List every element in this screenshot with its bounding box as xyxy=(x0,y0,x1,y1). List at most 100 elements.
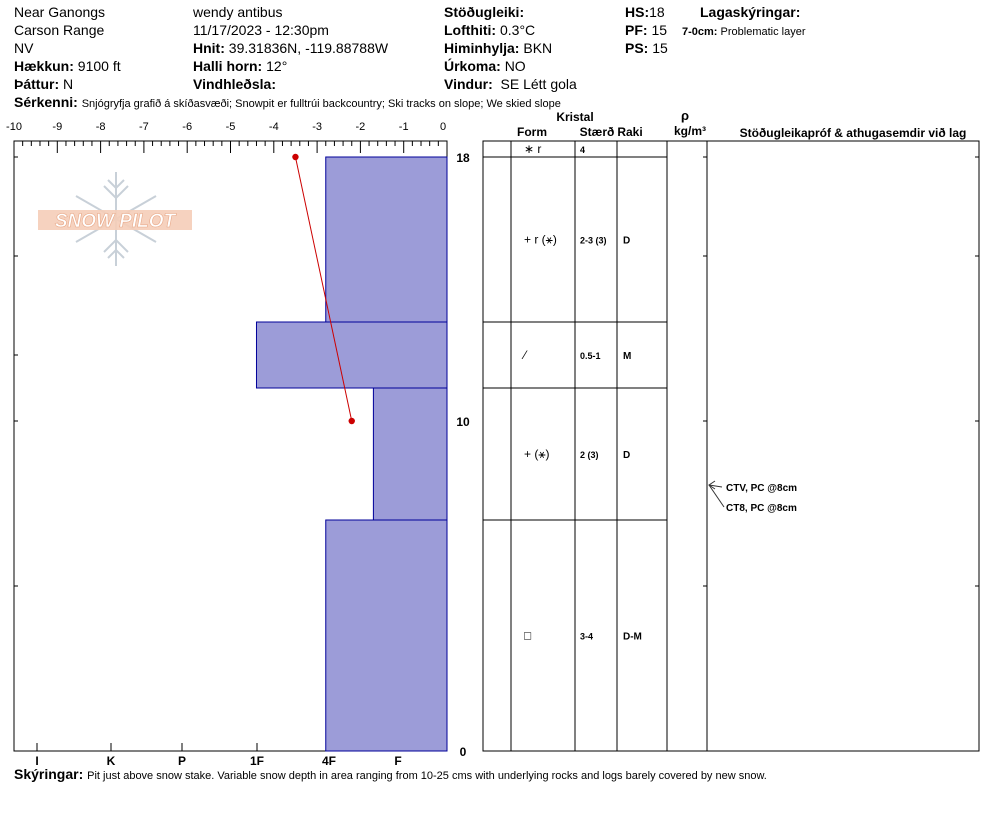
slope-row: Halli horn: 12° xyxy=(193,57,287,75)
comments-value: Pit just above snow stake. Variable snow… xyxy=(87,770,767,782)
logo-banner xyxy=(38,210,192,230)
hardness-tick-label: P xyxy=(178,754,186,768)
range-name: Carson Range xyxy=(14,22,105,38)
features-label: Sérkenni: xyxy=(14,94,78,110)
crystal-form: + (⚹) xyxy=(524,447,550,461)
depth-tick-label: 18 xyxy=(456,151,470,165)
layer-note-range: 7-0cm: xyxy=(682,26,718,38)
layer-table: Kristal Form Stærð Raki ρ kg/m³ Stöðugle… xyxy=(482,108,980,752)
hardness-tick-label: 4F xyxy=(322,754,336,768)
wind-loading-label: Vindhleðsla: xyxy=(193,76,276,92)
aspect-code: NV xyxy=(14,40,34,56)
table-rows: ∗ r 4 + r (⚹) 2-3 (3) D ⁄ 0.5-1 M + (⚹) 2 (3) D □ 3-… xyxy=(483,142,667,752)
hardness-layer-bar xyxy=(255,321,448,389)
ps-value: 15 xyxy=(652,40,668,56)
table-frame xyxy=(482,140,980,752)
temperature-line xyxy=(294,156,353,422)
elevation-label: Hækkun: xyxy=(14,58,74,74)
depth-tick-label: 10 xyxy=(456,415,470,429)
temp-tick-label: -1 xyxy=(399,121,409,133)
form-header: Form xyxy=(517,125,547,139)
ps-row: PS: 15 xyxy=(625,39,668,57)
wind-loading-row: Vindhleðsla: xyxy=(193,75,276,93)
coordinates-row: Hnit: 39.31836N, -119.88788W xyxy=(193,39,388,57)
hardness-tick-label: K xyxy=(107,754,116,768)
moisture-value: D-M xyxy=(623,632,642,643)
slope-value: 12° xyxy=(266,58,288,74)
air-temp-label: Lofthiti: xyxy=(444,22,497,38)
pf-row: PF: 15 xyxy=(625,21,667,39)
aspect-value: N xyxy=(63,76,74,92)
moisture-value: D xyxy=(623,236,630,247)
crystal-form: ⁄ xyxy=(521,348,528,362)
hardness-tick-label: 1F xyxy=(250,754,264,768)
slope-label: Halli horn: xyxy=(193,58,263,74)
crystal-header: Kristal xyxy=(556,110,593,124)
temperature-point xyxy=(348,417,355,425)
layer-notes-label: Lagaskýringar: xyxy=(700,3,800,21)
stability-label: Stöðugleiki: xyxy=(444,4,525,20)
crystal-size: 2 (3) xyxy=(580,450,599,460)
size-header: Stærð xyxy=(580,125,615,139)
crystal-size: 2-3 (3) xyxy=(580,236,607,246)
hs-row: HS:18 xyxy=(625,3,665,21)
layer-note-text: Problematic layer xyxy=(720,26,806,38)
hs-label: HS: xyxy=(625,4,650,20)
density-unit: kg/m³ xyxy=(674,124,706,138)
temp-tick-label: -4 xyxy=(269,121,279,133)
wind-value: SE Létt gola xyxy=(500,76,577,92)
sky-label: Himinhylja: xyxy=(444,40,520,56)
location-name: Near Ganongs xyxy=(14,4,106,20)
layer-notes-title: Lagaskýringar: xyxy=(700,4,801,20)
precip-label: Úrkoma: xyxy=(444,58,501,74)
temp-tick-label: -5 xyxy=(226,121,236,133)
observation-datetime: 11/17/2023 - 12:30pm xyxy=(193,22,329,38)
temp-axis: -10 -9 -8 -7 -6 -5 -4 -3 -2 -1 0 xyxy=(6,121,448,153)
temp-tick-label: -9 xyxy=(52,121,62,133)
coords-label: Hnit: xyxy=(193,40,225,56)
test-label: CTV, PC @8cm xyxy=(726,483,797,494)
temp-tick-label: -3 xyxy=(312,121,322,133)
air-temp-value: 0.3°C xyxy=(499,22,536,38)
precip-value: NO xyxy=(504,58,526,74)
wind-label: Vindur: xyxy=(444,76,493,92)
temp-tick-label: 0 xyxy=(440,121,446,133)
elevation-value: 9100 ft xyxy=(77,58,121,74)
hardness-layer-bar xyxy=(325,519,448,752)
pf-value: 15 xyxy=(651,22,668,38)
snowpilot-logo: SNOW PILOT xyxy=(38,172,192,266)
sky-row: Himinhylja: BKN xyxy=(444,39,552,57)
moisture-header: Raki xyxy=(617,125,642,139)
crystal-form: □ xyxy=(524,629,531,643)
depth-tick-label: 0 xyxy=(460,745,467,759)
density-symbol: ρ xyxy=(681,108,689,123)
coords-value: 39.31836N, -119.88788W xyxy=(228,40,389,56)
temp-tick-label: -6 xyxy=(182,121,192,133)
footer-comments: Skýringar: Pit just above snow stake. Va… xyxy=(14,765,767,785)
comments-label: Skýringar: xyxy=(14,766,84,782)
crystal-form: + r (⚹) xyxy=(524,233,557,247)
moisture-value: M xyxy=(623,351,631,362)
features-value: Snjógryfja grafið á skíðasvæði; Snowpit … xyxy=(81,98,561,110)
temp-tick-label: -10 xyxy=(6,121,22,133)
hardness-layers xyxy=(255,156,448,752)
layer-note: 7-0cm: Problematic layer xyxy=(682,23,806,41)
wind-row: Vindur: SE Létt gola xyxy=(444,75,577,93)
temp-tick-label: -7 xyxy=(139,121,149,133)
features-row: Sérkenni: Snjógryfja grafið á skíðasvæði… xyxy=(14,93,561,113)
crystal-form: ∗ r xyxy=(524,142,541,156)
crystal-size: 0.5-1 xyxy=(580,351,601,361)
arrow-icon xyxy=(708,480,716,490)
pf-label: PF: xyxy=(625,22,648,38)
hardness-layer-bar xyxy=(372,387,448,521)
stability-tests: CTV, PC @8cm CT8, PC @8cm xyxy=(708,480,797,514)
sky-value: BKN xyxy=(523,40,553,56)
hardness-tick-label: I xyxy=(35,754,38,768)
stability-row: Stöðugleiki: xyxy=(444,3,524,21)
hardness-layer-bar xyxy=(325,156,448,323)
elevation-row: Hækkun: 9100 ft xyxy=(14,57,121,75)
aspect-label: Þáttur: xyxy=(14,76,60,92)
temperature-point xyxy=(292,153,299,161)
logo-text: SNOW PILOT xyxy=(55,211,177,232)
